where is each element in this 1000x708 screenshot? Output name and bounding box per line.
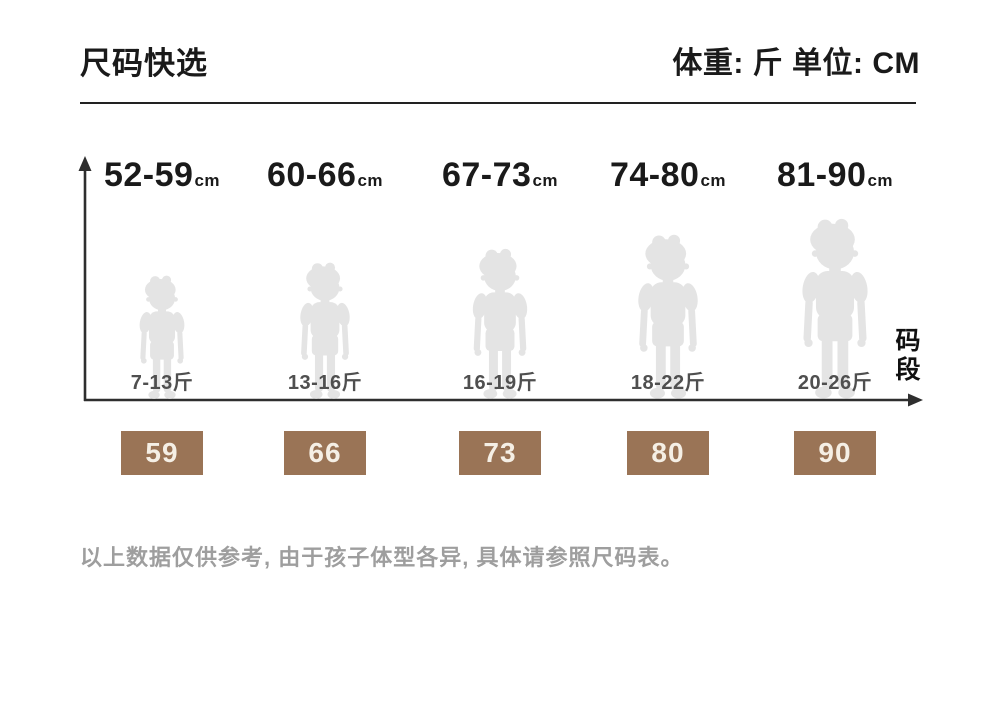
page-title: 尺码快选	[80, 46, 208, 81]
size-box: 90	[794, 431, 876, 475]
axis-segment-label: 码段	[895, 327, 921, 384]
height-range-unit: cm	[700, 171, 727, 190]
weight-range-label: 18-22斤	[630, 372, 706, 394]
child-silhouette-icon	[139, 275, 185, 399]
size-column: 67-73cm	[416, 150, 584, 480]
size-column: 60-66cm	[241, 150, 409, 480]
child-silhouette-icon	[300, 262, 350, 399]
height-range-label: 81-90cm	[751, 156, 919, 195]
size-column: 74-80cm	[584, 150, 752, 480]
units-note: 体重: 斤 单位: CM	[672, 47, 920, 80]
height-range-value: 52-59	[103, 156, 194, 194]
height-range-unit: cm	[194, 171, 221, 190]
height-range-unit: cm	[532, 171, 559, 190]
height-range-unit: cm	[357, 171, 384, 190]
header-divider	[80, 102, 916, 104]
child-silhouette-icon	[802, 218, 868, 399]
size-column: 81-90cm	[751, 150, 919, 480]
height-range-label: 60-66cm	[241, 156, 409, 195]
weight-range-label: 13-16斤	[287, 372, 363, 394]
size-box: 66	[284, 431, 366, 475]
height-range-label: 52-59cm	[78, 156, 246, 195]
height-range-value: 74-80	[609, 156, 700, 194]
height-range-label: 67-73cm	[416, 156, 584, 195]
footnote: 以上数据仅供参考, 由于孩子体型各异, 具体请参照尺码表。	[80, 545, 684, 570]
height-range-value: 81-90	[776, 156, 867, 194]
weight-range-label: 20-26斤	[797, 372, 873, 394]
weight-range-label: 7-13斤	[130, 372, 194, 394]
size-box: 80	[627, 431, 709, 475]
size-column: 52-59cm	[78, 150, 246, 480]
child-silhouette-icon	[472, 248, 528, 399]
size-box: 73	[459, 431, 541, 475]
height-range-value: 67-73	[441, 156, 532, 194]
size-box: 59	[121, 431, 203, 475]
weight-range-label: 16-19斤	[462, 372, 538, 394]
height-range-value: 60-66	[266, 156, 357, 194]
height-range-unit: cm	[867, 171, 894, 190]
child-silhouette-icon	[638, 234, 698, 399]
height-range-label: 74-80cm	[584, 156, 752, 195]
